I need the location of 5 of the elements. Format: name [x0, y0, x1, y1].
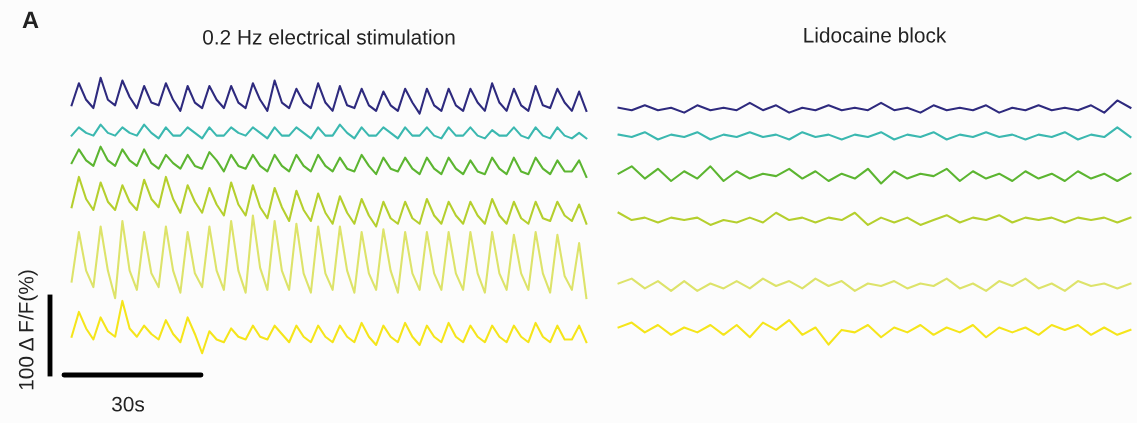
chart-title: 0.2 Hz electrical stimulation [203, 29, 455, 45]
chart-title: Lidocaine block [804, 27, 947, 43]
text: A [22, 11, 39, 29]
text: 100 Δ F/F(%) [18, 270, 38, 390]
text: 30s [112, 396, 145, 412]
